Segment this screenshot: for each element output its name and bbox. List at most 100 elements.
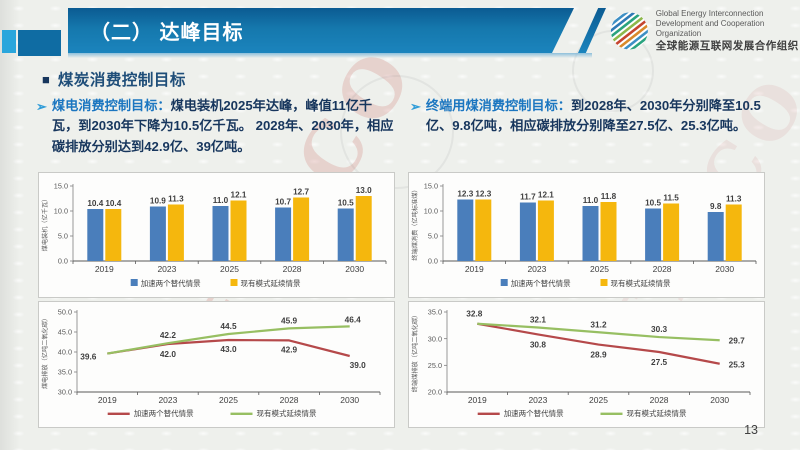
section-header: ■ 煤炭消费控制目标 xyxy=(42,68,186,90)
y-axis-label: 终端煤排放（亿吨二氧化碳） xyxy=(411,312,419,392)
bar-value-label: 10.4 xyxy=(87,199,103,208)
bar-value-label: 12.3 xyxy=(475,190,491,199)
legend-label: 现有模式延续情景 xyxy=(627,408,687,418)
x-tick-label: 2028 xyxy=(650,395,669,405)
svg-text:30.0: 30.0 xyxy=(428,334,442,343)
chart-coal-power-capacity: 煤电装机（亿千瓦） 0.0 5.0 10.0 15.0 2019 2023 2025 2028 2… xyxy=(38,172,395,298)
page-number: 13 xyxy=(744,423,758,437)
bar-value-label: 12.3 xyxy=(457,190,473,199)
watermark-circle xyxy=(340,75,454,189)
point-value-label: 42.9 xyxy=(281,344,298,354)
geidco-logo: Global Energy Interconnection Developmen… xyxy=(610,9,800,53)
bullet-head: 终端用煤消费控制目标： xyxy=(425,98,571,113)
x-tick-label: 2030 xyxy=(345,264,364,274)
bar-value-label: 11.3 xyxy=(168,195,184,204)
left-edge-shadow xyxy=(0,0,20,450)
x-tick-label: 2025 xyxy=(590,264,609,274)
svg-text:10.0: 10.0 xyxy=(424,207,438,216)
bullet-end-use-coal-target: ➢ 终端用煤消费控制目标：到2028年、2030年分别降至10.5亿、9.8亿吨… xyxy=(410,96,768,137)
svg-text:40.0: 40.0 xyxy=(58,348,72,357)
bullet-body: 到2028年、2030年分别降至10.5亿、9.8亿吨，相应碳排放分别降至27.… xyxy=(425,98,761,134)
point-value-label: 28.9 xyxy=(590,350,607,360)
svg-text:0.0: 0.0 xyxy=(58,257,68,266)
x-tick-label: 2019 xyxy=(98,395,117,405)
bar xyxy=(600,202,617,261)
chart-coal-power-emissions: 煤电排放（亿吨二氧化碳） 30.0 35.0 40.0 45.0 50.0 2019 2023… xyxy=(38,301,395,428)
point-value-label: 43.0 xyxy=(220,344,237,354)
x-tick-label: 2019 xyxy=(95,264,114,274)
legend-swatch xyxy=(600,412,623,415)
bar xyxy=(149,206,166,261)
x-tick-label: 2030 xyxy=(710,395,729,405)
bar xyxy=(275,207,292,261)
svg-text:10.0: 10.0 xyxy=(54,207,68,216)
bar xyxy=(293,197,310,261)
bar-value-label: 9.8 xyxy=(710,202,722,211)
bar xyxy=(519,202,536,261)
x-tick-label: 2025 xyxy=(219,395,238,405)
x-tick-label: 2023 xyxy=(527,264,546,274)
bar-value-label: 11.0 xyxy=(213,196,229,205)
legend-swatch xyxy=(600,279,608,286)
data-line xyxy=(477,322,720,342)
legend-label: 现有模式延续情景 xyxy=(611,278,671,288)
geidco-logo-text: Global Energy Interconnection Developmen… xyxy=(656,9,800,53)
svg-text:30.0: 30.0 xyxy=(58,388,72,397)
bullet-head: 煤电消费控制目标： xyxy=(51,98,171,113)
geidco-globe-icon xyxy=(610,10,649,53)
x-tick-label: 2030 xyxy=(340,395,359,405)
point-value-label: 27.5 xyxy=(651,357,668,367)
point-value-label: 29.7 xyxy=(729,335,746,345)
arrow-bullet-icon: ➢ xyxy=(410,99,421,114)
x-tick-label: 2023 xyxy=(528,395,547,405)
bar-value-label: 11.7 xyxy=(520,193,536,202)
bar-value-label: 12.1 xyxy=(538,191,554,200)
bar xyxy=(105,209,122,261)
deco-square-light xyxy=(2,30,16,53)
logo-text-cn: 全球能源互联网发展合作组织 xyxy=(655,40,799,52)
bar-value-label: 12.1 xyxy=(231,191,247,200)
legend-label: 加速两个替代情景 xyxy=(511,278,571,288)
svg-text:35.0: 35.0 xyxy=(428,308,442,317)
left-column: ➢ 煤电消费控制目标：煤电装机2025年达峰，峰值11亿千瓦，到2030年下降为… xyxy=(36,96,394,157)
point-value-label: 39.6 xyxy=(80,352,97,362)
bullet-body: 煤电装机2025年达峰，峰值11亿千瓦，到2030年下降为10.5亿千瓦。 20… xyxy=(51,98,394,154)
svg-text:45.0: 45.0 xyxy=(58,328,72,337)
x-tick-label: 2028 xyxy=(653,264,672,274)
legend-label: 现有模式延续情景 xyxy=(241,278,301,288)
legend-label: 加速两个替代情景 xyxy=(141,278,201,288)
logo-text-en-2: Development and Cooperation Organization xyxy=(655,19,765,38)
header-underline-decoration xyxy=(68,53,592,58)
bullet-coal-power-target: ➢ 煤电消费控制目标：煤电装机2025年达峰，峰值11亿千瓦，到2030年下降为… xyxy=(36,96,394,157)
point-value-label: 46.4 xyxy=(345,314,362,324)
logo-text-en-1: Global Energy Interconnection xyxy=(655,9,764,18)
bar xyxy=(457,199,474,261)
bar xyxy=(167,204,184,261)
bar xyxy=(725,204,742,261)
bar xyxy=(537,200,554,261)
bar xyxy=(87,209,104,261)
legend-swatch xyxy=(230,412,253,415)
chart-end-use-coal-emissions: 终端煤排放（亿吨二氧化碳） 20.0 25.0 30.0 35.0 2019 2023 202… xyxy=(408,301,765,428)
bar-value-label: 10.5 xyxy=(338,199,354,208)
svg-text:20.0: 20.0 xyxy=(428,388,442,397)
bullet-text: 煤电消费控制目标：煤电装机2025年达峰，峰值11亿千瓦，到2030年下降为10… xyxy=(52,96,394,157)
bar xyxy=(212,206,229,261)
header-bar: （二） 达峰目标 xyxy=(68,8,574,53)
legend-swatch xyxy=(500,279,508,286)
point-value-label: 30.3 xyxy=(651,324,668,334)
data-line xyxy=(107,325,350,355)
svg-text:35.0: 35.0 xyxy=(58,368,72,377)
bar xyxy=(582,206,599,261)
point-value-label: 44.5 xyxy=(220,321,237,331)
bar-value-label: 10.4 xyxy=(105,199,121,208)
y-axis-label: 煤电排放（亿吨二氧化碳） xyxy=(41,315,49,389)
page-title: （二） 达峰目标 xyxy=(90,22,244,44)
x-tick-label: 2030 xyxy=(715,264,734,274)
point-value-label: 30.8 xyxy=(530,339,547,349)
svg-text:50.0: 50.0 xyxy=(58,308,72,317)
y-axis-label: 煤电装机（亿千瓦） xyxy=(41,196,49,252)
legend-label: 加速两个替代情景 xyxy=(134,408,194,418)
point-value-label: 32.8 xyxy=(466,309,483,319)
